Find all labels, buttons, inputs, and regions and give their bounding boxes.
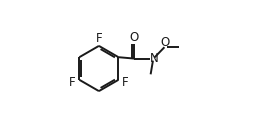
Text: F: F [69,76,75,89]
Text: F: F [122,76,128,89]
Text: O: O [161,36,170,49]
Text: O: O [130,31,139,44]
Text: N: N [149,52,158,65]
Text: F: F [96,32,102,45]
